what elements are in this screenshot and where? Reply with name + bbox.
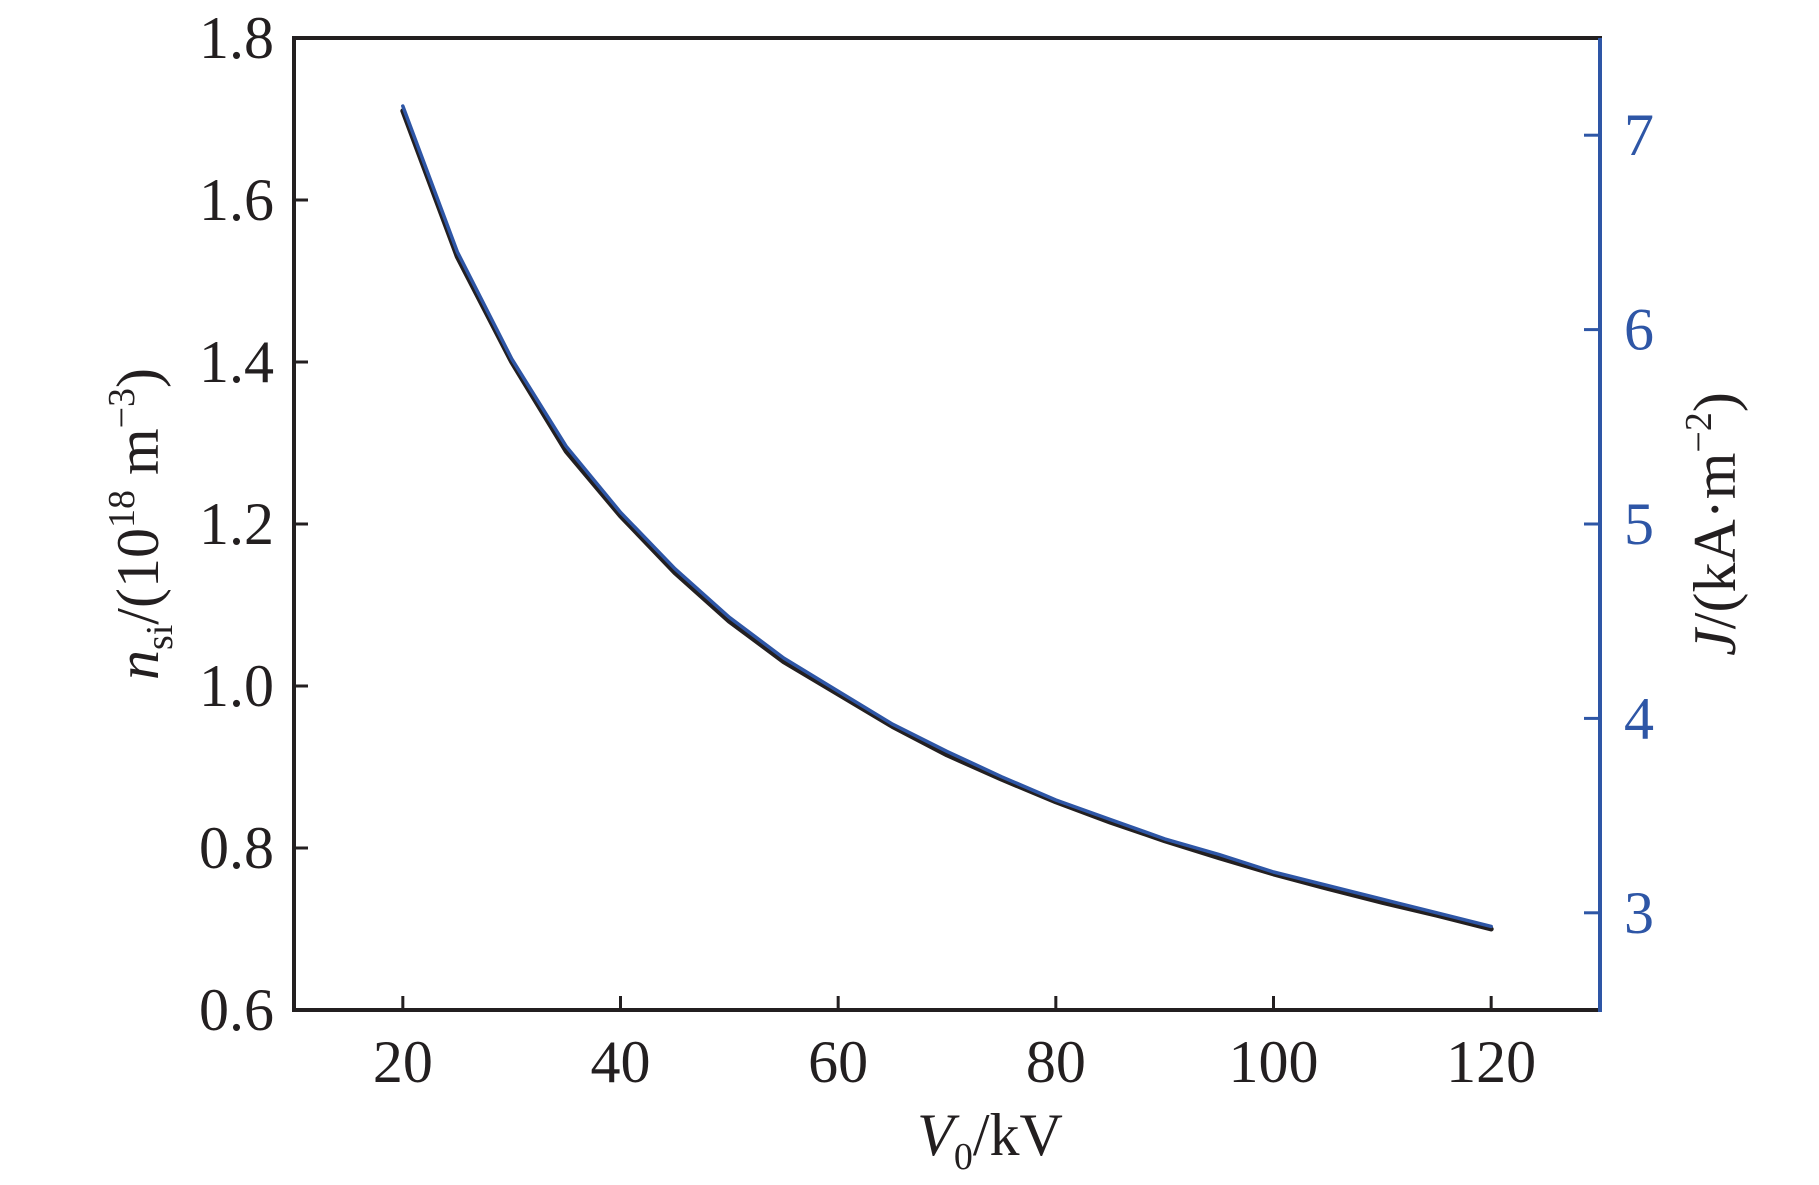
y-right-tick-label: 5 — [1624, 491, 1654, 557]
x-tick-label: 60 — [808, 1029, 868, 1095]
x-tick-label: 100 — [1229, 1029, 1319, 1095]
y-left-axis-label: nsi/(1018 m−3) — [101, 368, 181, 680]
y-right-tick-label: 3 — [1624, 880, 1654, 946]
x-tick-label: 40 — [591, 1029, 651, 1095]
y-right-tick-label: 4 — [1624, 685, 1654, 751]
y-right-axis-label: J/(kA·m−2) — [1678, 392, 1748, 656]
y-left-tick-label: 1.6 — [199, 167, 274, 233]
y-left-tick-label: 1.8 — [199, 5, 274, 71]
y-left-tick-label: 1.4 — [199, 329, 274, 395]
x-tick-label: 120 — [1446, 1029, 1536, 1095]
y-right-tick-label: 7 — [1624, 102, 1654, 168]
ticks-layer: 20 40 60 80 100 120 0.6 0.8 1.0 1.2 1.4 1.6 1.8 3 4 5 6 7 — [199, 5, 1654, 1095]
series-layer — [400, 104, 1494, 932]
x-tick-label: 80 — [1026, 1029, 1086, 1095]
series-line-left — [400, 108, 1494, 932]
y-right-tick-label: 6 — [1624, 297, 1654, 363]
y-left-tick-label: 1.2 — [199, 491, 274, 557]
y-left-tick-label: 0.8 — [199, 815, 274, 881]
x-tick-label: 20 — [373, 1029, 433, 1095]
y-left-tick-label: 0.6 — [199, 977, 274, 1043]
x-axis-label: V0/kV — [917, 1102, 1063, 1178]
series-line-right — [401, 104, 1493, 929]
y-left-tick-label: 1.0 — [199, 653, 274, 719]
